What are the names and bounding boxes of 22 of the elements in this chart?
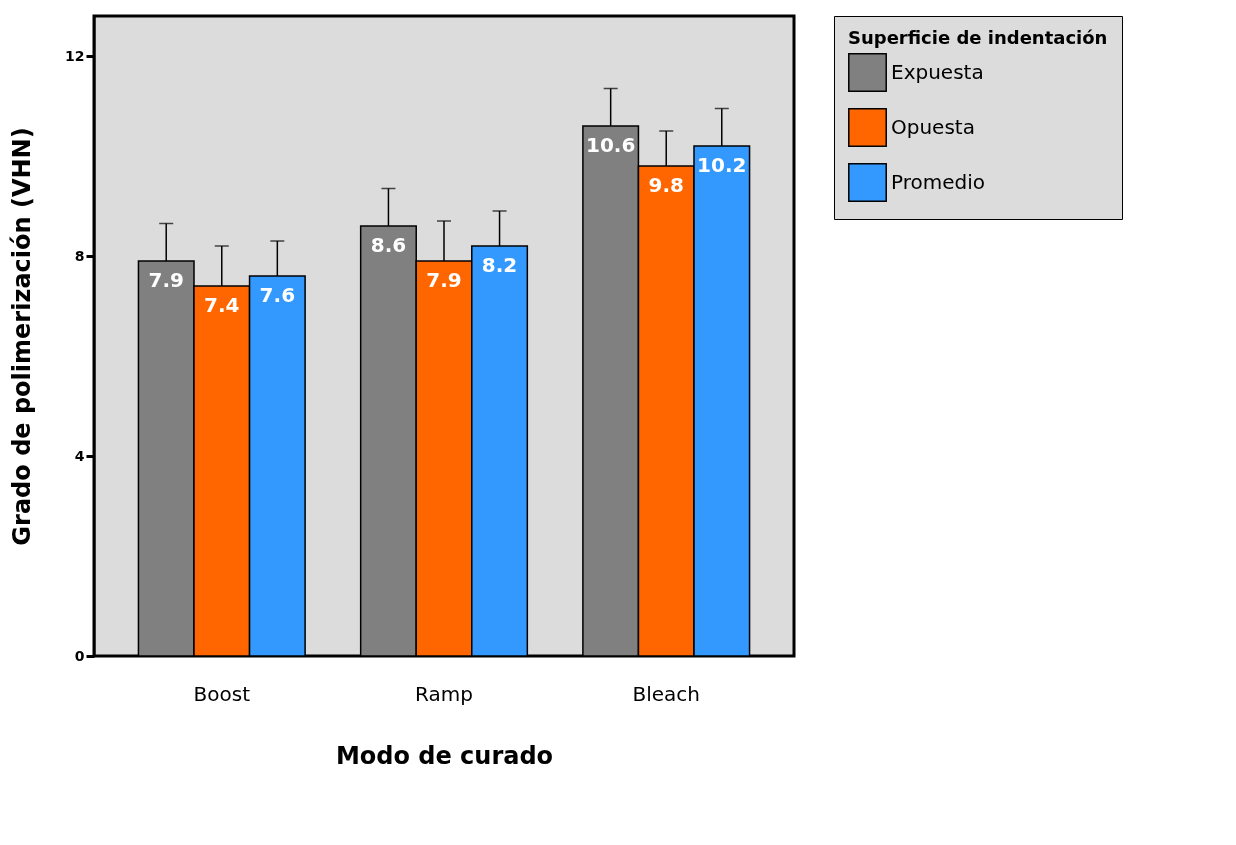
data-label: 10.2 <box>697 153 747 177</box>
legend-label: Expuesta <box>891 59 984 84</box>
x-axis-title: Modo de curado <box>335 741 554 770</box>
x-tick-label: Boost <box>193 681 251 706</box>
y-tick-label: 12 <box>65 47 85 64</box>
y-tick-label: 8 <box>74 247 85 264</box>
legend-label: Opuesta <box>891 114 975 139</box>
data-label: 10.6 <box>585 133 636 157</box>
data-label: 8.2 <box>481 253 518 277</box>
legend-title: Superficie de indentación <box>848 27 1108 48</box>
legend-label: Promedio <box>891 169 986 194</box>
data-label: 7.6 <box>259 283 296 307</box>
y-tick-label: 4 <box>74 447 85 464</box>
y-tick-label: 0 <box>74 647 85 664</box>
y-axis-title: Grado de polimerización (VHN) <box>8 127 37 546</box>
data-label: 7.9 <box>426 268 462 292</box>
data-label: 7.4 <box>204 293 240 317</box>
data-label: 9.8 <box>648 173 684 197</box>
data-label: 7.9 <box>148 268 184 292</box>
x-tick-label: Ramp <box>415 681 473 706</box>
x-tick-label: Bleach <box>632 681 700 706</box>
data-label: 8.6 <box>370 233 407 257</box>
